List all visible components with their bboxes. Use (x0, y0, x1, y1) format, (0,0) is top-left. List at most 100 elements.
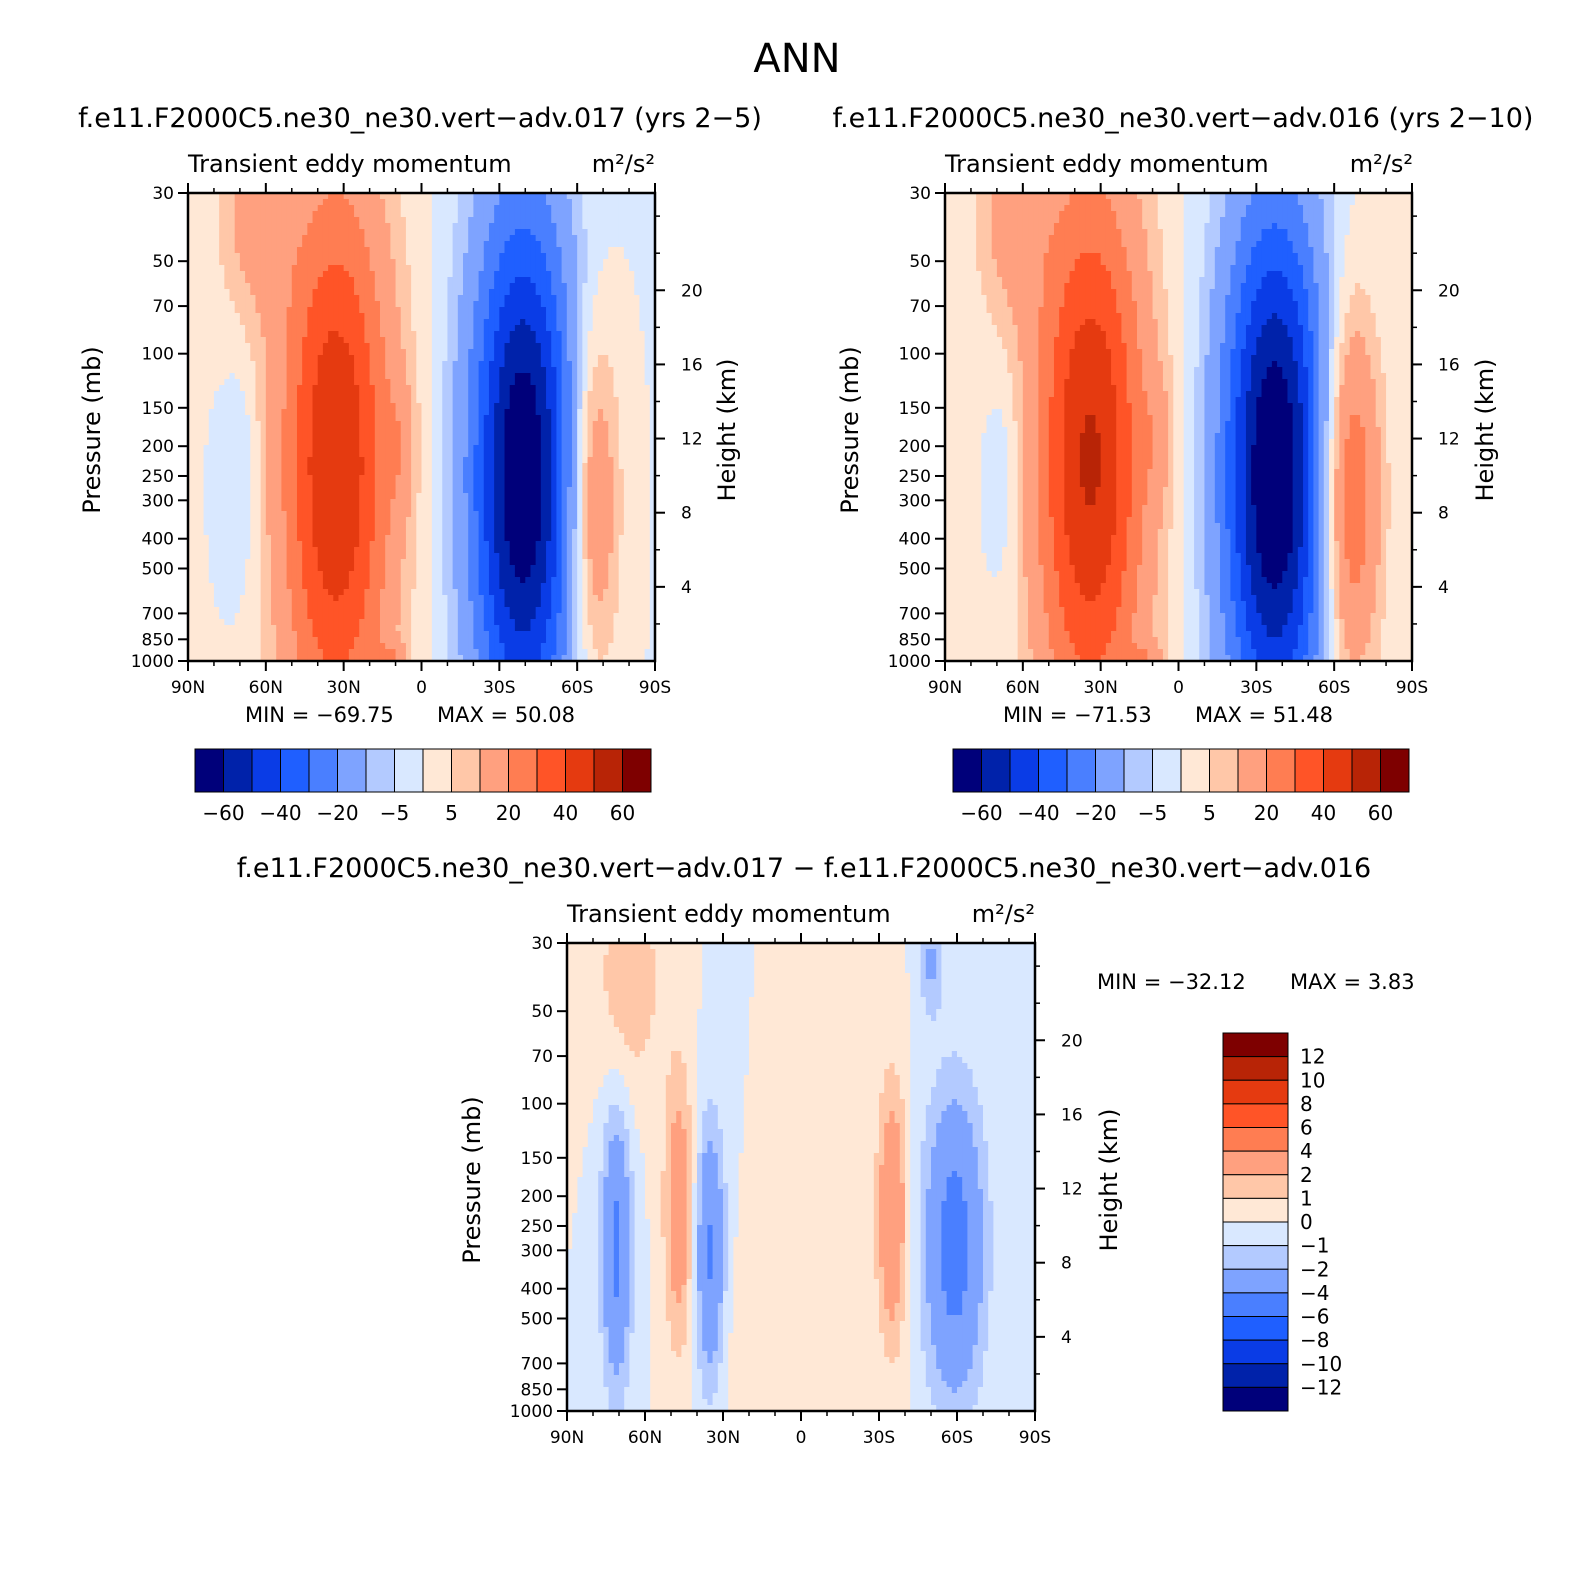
panel-3-y2-tick-label: 16 (1061, 1105, 1083, 1125)
panel-1-y-tick-label: 150 (142, 399, 174, 419)
colorbar-box (1066, 748, 1096, 793)
panel-2-min: MIN = −71.53 (1003, 703, 1152, 727)
colorbar-label: −5 (380, 801, 409, 825)
colorbar-box (1222, 1127, 1289, 1152)
panel-3-run-title: f.e11.F2000C5.ne30_ne30.vert−adv.017 − f… (237, 853, 1372, 884)
panel-2-y-tick-label: 850 (899, 630, 931, 650)
colorbar-box (1222, 1386, 1289, 1412)
panel-1-max: MAX = 50.08 (437, 703, 575, 727)
panel-2-y-tick-label: 150 (899, 399, 931, 419)
panel-2-x-tick-label: 0 (1173, 678, 1184, 698)
panel-3-subtitle: Transient eddy momentum (566, 900, 891, 928)
panel-2-y-tick-label: 200 (899, 437, 931, 457)
colorbar-label: −20 (316, 801, 358, 825)
panel-2-plot: 90N 60N 30N 0 30S 60S 90S 30 50 70 100 150 200 250 300… (888, 183, 1460, 698)
colorbar-box (1351, 748, 1381, 793)
colorbar-box (1237, 748, 1267, 793)
colorbar-box (365, 748, 395, 793)
colorbar-label: 60 (1368, 801, 1393, 825)
panel-2-y2-label: Height (km) (1471, 359, 1499, 502)
colorbar-box (1222, 1032, 1289, 1058)
colorbar-box (1038, 748, 1068, 793)
panel-1-run-title: f.e11.F2000C5.ne30_ne30.vert−adv.017 (yr… (78, 103, 762, 134)
panel-2-x-tick-label: 30N (1083, 678, 1117, 698)
colorbar-label: 40 (1311, 801, 1336, 825)
panel-1-min: MIN = −69.75 (245, 703, 394, 727)
colorbar-box (1222, 1056, 1289, 1081)
colorbar-box (1095, 748, 1125, 793)
colorbar-label: 60 (610, 801, 635, 825)
panel-2-y-tick-label: 1000 (888, 652, 931, 672)
colorbar-box (1323, 748, 1353, 793)
colorbar-label: 12 (1300, 1045, 1325, 1069)
colorbar-label: −2 (1300, 1257, 1329, 1281)
colorbar-box (1266, 748, 1296, 793)
panel-3-y-tick-label: 200 (521, 1187, 553, 1207)
panel-1-y2-tick-label: 16 (681, 355, 703, 375)
panel-1-x-tick-label: 90S (639, 678, 671, 698)
colorbar-box (451, 748, 481, 793)
colorbar-box (1009, 748, 1039, 793)
panel-1-y-tick-label: 250 (142, 467, 174, 487)
panel-3-y2-label: Height (km) (1095, 1109, 1123, 1252)
panel-1-y-tick-label: 300 (142, 491, 174, 511)
panel-2-x-tick-label: 30S (1240, 678, 1272, 698)
colorbar-label: 2 (1300, 1163, 1313, 1187)
colorbar-box (1222, 1339, 1289, 1365)
panel-3-y-tick-label: 700 (521, 1354, 553, 1374)
panel-1-y2-label: Height (km) (713, 359, 741, 502)
panel-1-y-tick-label: 700 (142, 604, 174, 624)
panel-1-y-tick-label: 100 (142, 345, 174, 365)
panel-3-y-tick-label: 250 (521, 1217, 553, 1237)
panel-3-y-tick-label: 30 (531, 934, 553, 954)
panel-3-y2-tick-label: 4 (1061, 1328, 1072, 1348)
colorbar-box (565, 748, 595, 793)
panel-3-x-tick-label: 90N (550, 1428, 584, 1448)
panel-2: f.e11.F2000C5.ne30_ne30.vert−adv.016 (yr… (833, 103, 1534, 825)
colorbar-box (1209, 748, 1239, 793)
panel-3-y2-tick-label: 8 (1061, 1254, 1072, 1274)
panel-2-y-tick-label: 50 (909, 252, 931, 272)
colorbar-box (251, 748, 281, 793)
panel-1-y2-tick-label: 20 (681, 281, 703, 301)
panel-1-plot: 90N 60N 30N 0 30S 60S 90S 30 50 70 100 150 200 250 300… (131, 183, 703, 698)
panel-3-max: MAX = 3.83 (1290, 970, 1415, 994)
panel-3: f.e11.F2000C5.ne30_ne30.vert−adv.017 − f… (237, 853, 1415, 1448)
panel-3-y2-tick-label: 12 (1061, 1180, 1083, 1200)
colorbar-label: −60 (202, 801, 244, 825)
panel-2-max: MAX = 51.48 (1195, 703, 1333, 727)
panel-1-y-tick-label: 200 (142, 437, 174, 457)
colorbar-box (1294, 748, 1324, 793)
panel-2-y-tick-label: 100 (899, 345, 931, 365)
colorbar-box (1222, 1150, 1289, 1176)
figure-title: ANN (753, 36, 840, 82)
panel-1-y2-tick-label: 12 (681, 430, 703, 450)
panel-2-x-tick-label: 90S (1396, 678, 1428, 698)
panel-3-y-tick-label: 500 (521, 1309, 553, 1329)
colorbar-box (337, 748, 367, 793)
colorbar-box (508, 748, 538, 793)
panel-3-y-tick-label: 100 (521, 1095, 553, 1115)
panel-2-y-tick-label: 700 (899, 604, 931, 624)
panel-2-y-tick-label: 70 (909, 297, 931, 317)
panel-2-y-label: Pressure (mb) (836, 346, 864, 513)
panel-3-min: MIN = −32.12 (1097, 970, 1246, 994)
colorbar-box (223, 748, 253, 793)
colorbar-label: −5 (1138, 801, 1167, 825)
panel-3-x-tick-label: 0 (796, 1428, 807, 1448)
panel-3-x-tick-label: 90S (1019, 1428, 1051, 1448)
colorbar-box (280, 748, 310, 793)
panel-2-y2-tick-label: 8 (1438, 504, 1449, 524)
panel-2-y-tick-label: 500 (899, 559, 931, 579)
colorbar-label: 1 (1300, 1186, 1313, 1210)
colorbar-label: −8 (1300, 1328, 1329, 1352)
panel-3-y-tick-label: 850 (521, 1380, 553, 1400)
panel-3-x-tick-label: 60N (628, 1428, 662, 1448)
colorbar-box (1222, 1245, 1289, 1270)
colorbar-box (1222, 1103, 1289, 1128)
panel-2-y2-tick-label: 12 (1438, 430, 1460, 450)
colorbar-box (1222, 1197, 1289, 1223)
panel-2-y-tick-label: 30 (909, 184, 931, 204)
